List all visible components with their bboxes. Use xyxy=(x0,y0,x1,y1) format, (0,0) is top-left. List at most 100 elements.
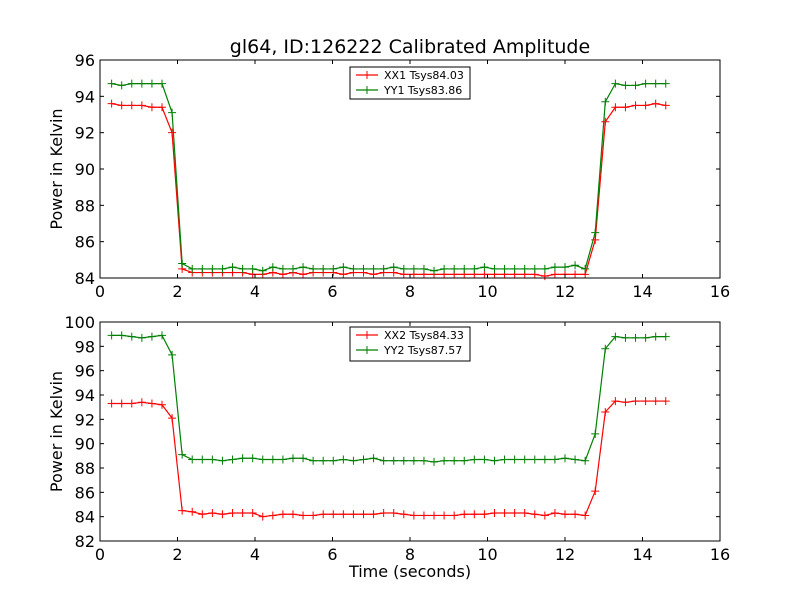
x-tick-label-0-1: 2 xyxy=(172,282,182,301)
data-point-0-0-49 xyxy=(601,117,610,126)
x-tick-label-0-5: 10 xyxy=(477,282,497,301)
data-point-1-0-45 xyxy=(561,510,569,519)
data-point-0-0-50 xyxy=(611,103,620,112)
data-point-1-1-20 xyxy=(309,456,318,465)
data-point-1-1-41 xyxy=(520,455,529,464)
data-point-1-1-32 xyxy=(430,457,439,466)
data-point-0-1-34 xyxy=(450,264,459,273)
data-point-0-1-24 xyxy=(349,264,358,273)
data-point-0-1-11 xyxy=(218,264,227,273)
data-point-1-0-10 xyxy=(208,509,217,518)
data-point-0-1-38 xyxy=(490,264,499,273)
data-point-1-0-20 xyxy=(309,511,318,520)
data-point-1-0-3 xyxy=(137,398,146,407)
y-tick-label-1-4: 90 xyxy=(75,435,95,454)
data-point-1-0-14 xyxy=(248,509,257,518)
data-point-1-0-54 xyxy=(651,397,660,406)
data-point-0-1-21 xyxy=(319,264,328,273)
data-point-1-1-53 xyxy=(641,333,650,342)
x-tick-label-1-7: 14 xyxy=(632,545,652,564)
legend-label-1-1: YY2 Tsys87.57 xyxy=(383,344,462,357)
data-point-1-0-41 xyxy=(520,509,529,518)
y-tick-label-1-7: 96 xyxy=(75,362,95,381)
y-tick-label-1-5: 92 xyxy=(75,410,95,429)
data-point-0-1-12 xyxy=(228,263,237,272)
x-tick-label-0-6: 12 xyxy=(555,282,575,301)
x-tick-label-1-4: 8 xyxy=(405,545,415,564)
data-point-1-1-31 xyxy=(419,456,428,465)
data-point-1-1-16 xyxy=(268,455,277,464)
data-point-0-1-47 xyxy=(581,264,590,273)
data-point-0-1-10 xyxy=(208,264,217,273)
data-point-1-1-49 xyxy=(601,344,610,353)
data-point-1-1-52 xyxy=(631,333,640,342)
data-point-0-1-7 xyxy=(178,259,187,268)
data-point-0-1-30 xyxy=(409,264,418,273)
data-point-0-0-6 xyxy=(168,128,177,137)
data-point-0-0-53 xyxy=(641,101,650,110)
data-point-1-1-46 xyxy=(571,455,580,464)
data-point-1-0-19 xyxy=(299,511,308,520)
data-point-1-0-44 xyxy=(550,509,559,518)
legend-marker-1-0 xyxy=(363,331,371,339)
data-point-1-1-54 xyxy=(651,332,660,341)
x-tick-label-1-2: 4 xyxy=(250,545,260,564)
data-point-1-1-9 xyxy=(198,455,207,464)
data-point-1-1-6 xyxy=(168,350,177,359)
data-point-1-1-34 xyxy=(450,456,459,465)
data-point-0-1-8 xyxy=(188,264,197,273)
data-point-0-1-32 xyxy=(430,266,439,275)
data-point-1-0-48 xyxy=(591,487,600,496)
data-point-0-1-33 xyxy=(440,264,449,273)
data-point-1-0-0 xyxy=(107,399,116,408)
x-tick-label-1-0: 0 xyxy=(95,545,105,564)
data-point-0-1-20 xyxy=(309,264,318,273)
y-tick-label-0-5: 94 xyxy=(75,87,95,106)
data-point-1-1-50 xyxy=(611,332,620,341)
data-point-1-0-29 xyxy=(399,510,408,519)
data-point-1-0-49 xyxy=(601,408,610,417)
data-point-0-1-4 xyxy=(147,79,156,88)
y-tick-label-1-2: 86 xyxy=(75,483,95,502)
data-point-0-1-28 xyxy=(389,263,398,272)
data-point-0-1-15 xyxy=(258,266,267,275)
data-point-1-0-11 xyxy=(218,510,227,519)
y-tick-label-0-3: 90 xyxy=(75,160,95,179)
legend-1: XX2 Tsys84.33 YY2 Tsys87.57 xyxy=(349,326,471,362)
data-point-1-1-30 xyxy=(409,456,418,465)
data-point-0-1-19 xyxy=(299,263,308,272)
data-point-1-1-15 xyxy=(258,455,267,464)
data-point-0-1-37 xyxy=(480,263,489,272)
data-point-1-1-5 xyxy=(158,331,166,340)
data-point-1-0-47 xyxy=(581,511,590,520)
x-tick-label-1-6: 12 xyxy=(555,545,575,564)
data-point-1-1-17 xyxy=(278,455,287,464)
data-point-1-0-43 xyxy=(540,511,549,520)
y-axis-label-1: Power in Kelvin xyxy=(47,371,66,492)
data-point-0-1-52 xyxy=(631,81,640,90)
data-point-1-1-0 xyxy=(107,331,116,340)
data-point-1-0-35 xyxy=(460,510,469,519)
data-point-1-0-9 xyxy=(198,510,207,519)
data-point-1-1-39 xyxy=(500,455,509,464)
data-point-1-1-47 xyxy=(581,456,590,465)
data-point-0-1-36 xyxy=(470,264,479,273)
data-point-1-0-36 xyxy=(470,510,479,519)
data-point-0-0-48 xyxy=(591,235,600,244)
legend-marker-0-0 xyxy=(363,71,371,79)
data-point-1-1-35 xyxy=(460,456,469,465)
y-tick-label-0-6: 96 xyxy=(75,51,95,70)
data-point-1-0-7 xyxy=(178,506,187,515)
data-point-1-0-21 xyxy=(319,510,328,519)
data-point-1-1-43 xyxy=(540,455,549,464)
data-point-1-1-51 xyxy=(621,333,630,342)
data-point-0-1-35 xyxy=(460,264,469,273)
legend-label-0-1: YY1 Tsys83.86 xyxy=(383,84,462,97)
data-point-0-1-43 xyxy=(540,264,549,273)
data-point-1-0-4 xyxy=(147,399,156,408)
data-point-0-1-39 xyxy=(500,264,509,273)
data-point-0-0-19 xyxy=(299,270,308,279)
data-point-0-0-23 xyxy=(339,270,348,279)
data-point-1-0-24 xyxy=(349,510,358,519)
